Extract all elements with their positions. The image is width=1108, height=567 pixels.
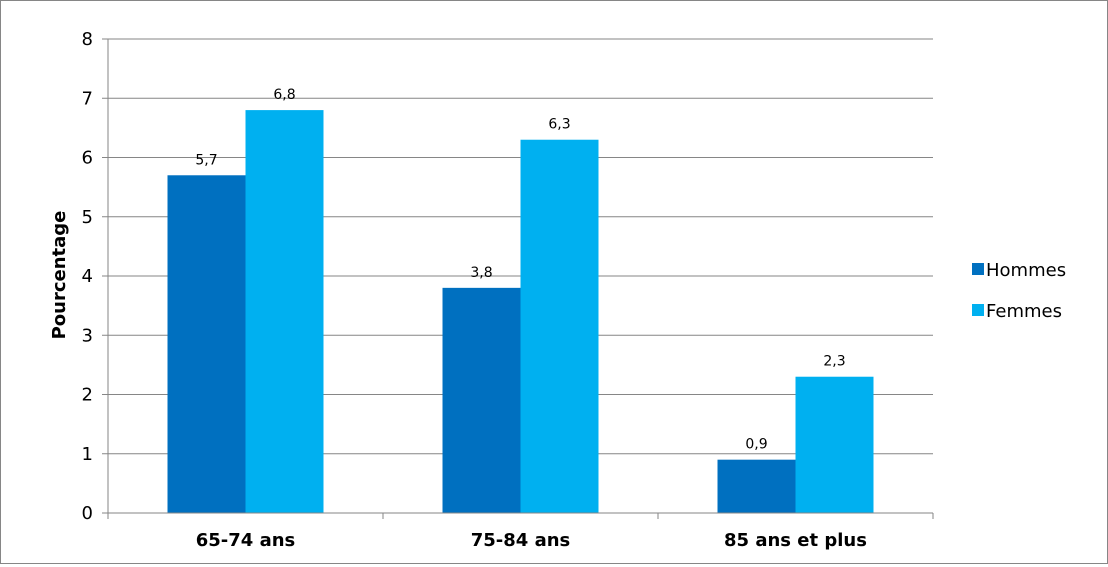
y-tick-label-0: 0 [82, 503, 93, 524]
legend-label-hommes: Hommes [986, 260, 1066, 281]
x-category-label-1: 75-84 ans [471, 530, 571, 551]
data-label-femmes-2: 2,3 [823, 354, 845, 370]
bar-femmes-1 [520, 139, 599, 513]
y-tick-label-2: 2 [82, 385, 93, 406]
data-label-hommes-2: 0,9 [745, 437, 767, 453]
data-label-hommes-1: 3,8 [470, 265, 492, 281]
data-label-femmes-0: 6,8 [273, 87, 295, 103]
bar-femmes-0 [245, 110, 324, 513]
x-category-label-0: 65-74 ans [196, 530, 296, 551]
y-tick-label-5: 5 [82, 207, 93, 228]
bar-hommes-2 [717, 459, 796, 513]
legend-swatch-femmes [972, 304, 984, 316]
axes [102, 38, 934, 519]
y-tick-label-4: 4 [82, 266, 93, 287]
bars [167, 110, 874, 513]
y-axis-title: Pourcentage [49, 211, 70, 340]
y-tick-label-8: 8 [82, 29, 93, 50]
y-tick-label-3: 3 [82, 325, 93, 346]
legend-swatch-hommes [972, 263, 984, 275]
data-label-hommes-0: 5,7 [195, 152, 217, 168]
y-tick-label-1: 1 [82, 444, 93, 465]
data-label-femmes-1: 6,3 [548, 117, 570, 133]
y-tick-label-6: 6 [82, 148, 93, 169]
bar-hommes-0 [167, 175, 246, 513]
x-category-label-2: 85 ans et plus [724, 530, 867, 551]
y-tick-label-7: 7 [82, 88, 93, 109]
legend-label-femmes: Femmes [986, 301, 1062, 322]
legend: Hommes Femmes [972, 260, 1066, 322]
labels: 0 1 2 3 4 5 6 7 8 5,7 6,8 65-74 ans 3,8 6,3 75-84 ans 0… [82, 29, 867, 551]
bar-femmes-2 [795, 376, 874, 513]
bar-hommes-1 [442, 287, 521, 513]
